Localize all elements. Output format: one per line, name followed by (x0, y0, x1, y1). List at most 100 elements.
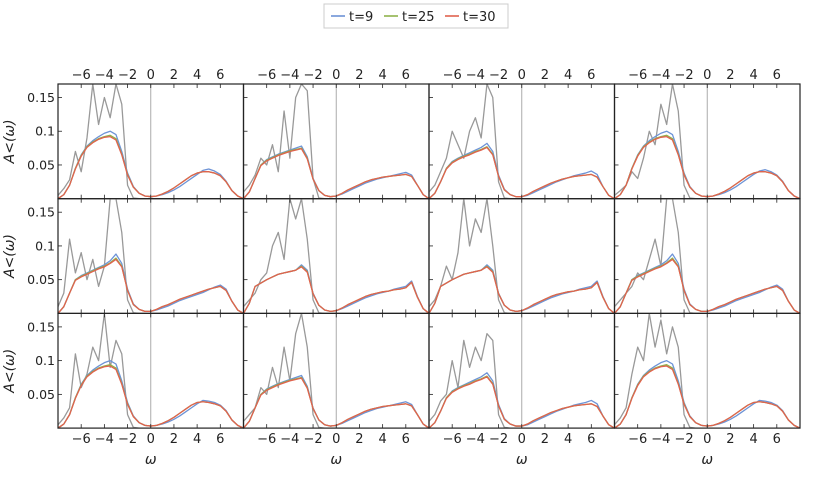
legend-box (323, 3, 509, 29)
series-line-reference (58, 313, 244, 429)
x-tick-label-bottom: 0 (703, 432, 711, 447)
panel-r2-c1: 0.05 0.1 0.15 A<(ω) (2, 198, 245, 314)
y-tick-label: 0.05 (27, 272, 55, 287)
x-tick-label-bottom: 0 (147, 432, 155, 447)
panel-r1-c1: −6 −4 −2 0 2 4 6 0.05 0.1 0.15 A<(ω) (2, 68, 245, 200)
x-tick-label-bottom: 2 (541, 432, 549, 447)
x-tick-label-top: −4 (466, 68, 485, 83)
x-tick-label-bottom: 4 (193, 432, 201, 447)
y-tick-label: 0.15 (27, 205, 55, 220)
x-tick-label-top: 0 (518, 68, 526, 83)
x-tick-label-top: 2 (170, 68, 178, 83)
x-tick-label-top: −4 (280, 68, 299, 83)
x-tick-label-bottom: 6 (587, 432, 595, 447)
x-tick-label-top: −2 (303, 68, 322, 83)
x-tick-label-bottom: −4 (466, 432, 485, 447)
x-tick-label-bottom: 0 (332, 432, 340, 447)
x-tick-label-bottom: −4 (280, 432, 299, 447)
x-tick-label-top: 4 (193, 68, 201, 83)
x-axis-label: ω (145, 452, 157, 468)
panel-r2-c2 (242, 198, 430, 314)
x-tick-label-top: −2 (489, 68, 508, 83)
series-line-reference (614, 313, 800, 429)
x-tick-label-top: 4 (378, 68, 386, 83)
x-tick-label-top: 6 (402, 68, 410, 83)
panel-r3-c1: −6 −4 −2 0 2 4 6 ω 0.05 0.1 0.15 A<(ω) (2, 312, 245, 468)
x-tick-label-bottom: −2 (118, 432, 137, 447)
y-tick-label: 0.15 (27, 90, 55, 105)
x-tick-label-bottom: 0 (518, 432, 526, 447)
x-tick-label-bottom: 4 (378, 432, 386, 447)
y-axis-label: A<(ω) (2, 119, 18, 164)
x-tick-label-top: 2 (726, 68, 734, 83)
panel-r3-c2: −6 −4 −2 0 2 4 6 ω (242, 312, 430, 468)
x-tick-label-top: −4 (651, 68, 670, 83)
panel-r2-c4 (613, 198, 801, 314)
series-line-reference (614, 84, 800, 199)
series-line-reference (243, 84, 429, 199)
x-tick-label-bottom: 2 (170, 432, 178, 447)
y-tick-label: 0.15 (27, 319, 55, 334)
legend-label: t=9 (349, 10, 373, 25)
legend-label: t=25 (402, 10, 435, 25)
panel-r1-c3: −6 −4 −2 0 2 4 6 (428, 68, 616, 200)
x-tick-label-bottom: −6 (443, 432, 462, 447)
x-tick-label-top: 6 (216, 68, 224, 83)
x-tick-label-bottom: 6 (216, 432, 224, 447)
x-tick-label-bottom: −6 (628, 432, 647, 447)
panel-r3-c3: −6 −4 −2 0 2 4 6 ω (428, 312, 616, 468)
series-line-reference (243, 313, 429, 429)
x-tick-label-bottom: −2 (489, 432, 508, 447)
x-tick-label-top: −2 (674, 68, 693, 83)
x-tick-label-bottom: −2 (674, 432, 693, 447)
y-axis-label: A<(ω) (2, 349, 18, 394)
y-tick-label: 0.1 (35, 124, 55, 139)
y-tick-label: 0.05 (27, 157, 55, 172)
x-tick-label-bottom: −6 (72, 432, 91, 447)
x-tick-label-bottom: −6 (257, 432, 276, 447)
x-axis-label: ω (701, 452, 713, 468)
x-tick-label-bottom: 6 (773, 432, 781, 447)
x-axis-label: ω (330, 452, 342, 468)
x-tick-label-bottom: 4 (749, 432, 757, 447)
x-tick-label-top: 4 (564, 68, 572, 83)
x-tick-label-top: −4 (95, 68, 114, 83)
x-tick-label-bottom: 2 (355, 432, 363, 447)
panel-r1-c2: −6 −4 −2 0 2 4 6 (242, 68, 430, 200)
y-tick-label: 0.05 (27, 387, 55, 402)
panel-r3-c4: −6 −4 −2 0 2 4 6 ω (613, 312, 801, 468)
x-tick-label-top: 6 (587, 68, 595, 83)
x-tick-label-top: −6 (72, 68, 91, 83)
x-tick-label-top: 0 (147, 68, 155, 83)
x-tick-label-top: −6 (257, 68, 276, 83)
x-tick-label-top: 0 (332, 68, 340, 83)
panel-grid: −6 −4 −2 0 2 4 60.050.10.15A<(ω)−6 −4 −2 0 2 4 6 −6 −4… (2, 68, 801, 468)
legend: t=9 t=25 t=30 (323, 3, 509, 29)
x-tick-label-top: −6 (628, 68, 647, 83)
y-tick-label: 0.1 (35, 238, 55, 253)
x-tick-label-bottom: 4 (564, 432, 572, 447)
x-axis-label: ω (516, 452, 528, 468)
y-axis-label: A<(ω) (2, 234, 18, 279)
x-tick-label-bottom: 2 (726, 432, 734, 447)
x-tick-label-bottom: 6 (402, 432, 410, 447)
x-tick-label-top: 6 (773, 68, 781, 83)
legend-label: t=30 (463, 10, 496, 25)
x-tick-label-top: 4 (749, 68, 757, 83)
panel-r2-c3 (428, 198, 616, 314)
x-tick-label-top: 2 (541, 68, 549, 83)
x-tick-label-bottom: −2 (303, 432, 322, 447)
x-tick-label-top: −2 (118, 68, 137, 83)
series-line-reference (58, 84, 244, 199)
x-tick-label-bottom: −4 (95, 432, 114, 447)
panel-r1-c4: −6 −4 −2 0 2 4 6 (613, 68, 801, 200)
x-tick-label-top: 0 (703, 68, 711, 83)
x-tick-label-bottom: −4 (651, 432, 670, 447)
series-line-reference (429, 332, 615, 429)
x-tick-label-top: −6 (443, 68, 462, 83)
y-tick-label: 0.1 (35, 353, 55, 368)
x-tick-label-top: 2 (355, 68, 363, 83)
series-line-reference (429, 84, 615, 199)
series-line-reference (429, 198, 615, 314)
